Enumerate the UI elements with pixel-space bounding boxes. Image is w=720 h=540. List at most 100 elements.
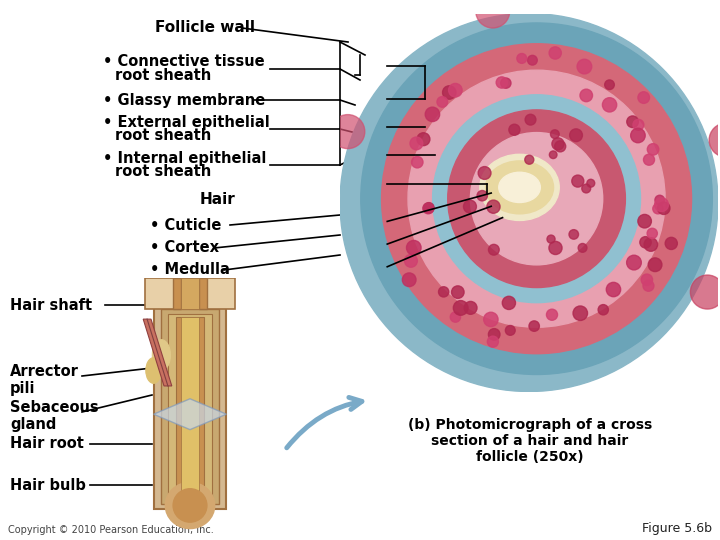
Circle shape	[626, 255, 642, 270]
Circle shape	[665, 237, 678, 249]
Text: Copyright © 2010 Pearson Education, Inc.: Copyright © 2010 Pearson Education, Inc.	[8, 525, 214, 535]
Circle shape	[443, 86, 456, 99]
Text: • Connective tissue: • Connective tissue	[103, 55, 265, 70]
Circle shape	[500, 78, 511, 88]
Circle shape	[503, 296, 516, 309]
Circle shape	[330, 114, 365, 148]
Circle shape	[572, 175, 584, 187]
Circle shape	[648, 258, 662, 272]
Circle shape	[644, 238, 657, 251]
Circle shape	[580, 89, 593, 102]
Circle shape	[433, 95, 641, 302]
Ellipse shape	[166, 482, 215, 529]
Circle shape	[417, 133, 430, 146]
Circle shape	[552, 138, 564, 150]
Text: • Cortex: • Cortex	[150, 240, 219, 255]
Text: Sebaceous: Sebaceous	[10, 401, 99, 415]
Text: Follicle wall: Follicle wall	[155, 21, 255, 36]
Circle shape	[505, 326, 516, 335]
FancyBboxPatch shape	[176, 316, 204, 496]
FancyBboxPatch shape	[161, 309, 219, 504]
Circle shape	[606, 282, 621, 296]
FancyBboxPatch shape	[199, 278, 207, 309]
Circle shape	[509, 124, 520, 136]
Circle shape	[382, 44, 691, 354]
FancyBboxPatch shape	[173, 278, 181, 309]
Circle shape	[631, 128, 645, 143]
Ellipse shape	[480, 154, 559, 220]
Circle shape	[598, 305, 608, 315]
Circle shape	[476, 0, 510, 28]
FancyBboxPatch shape	[145, 278, 235, 309]
Text: • Medulla: • Medulla	[150, 262, 230, 278]
Circle shape	[488, 245, 499, 255]
Circle shape	[451, 286, 464, 299]
Text: Hair shaft: Hair shaft	[10, 298, 92, 313]
Text: Hair root: Hair root	[10, 436, 84, 451]
Text: Hair bulb: Hair bulb	[10, 477, 86, 492]
Circle shape	[577, 59, 592, 74]
Circle shape	[657, 202, 670, 214]
Circle shape	[361, 23, 712, 375]
Circle shape	[551, 130, 559, 139]
Circle shape	[647, 228, 657, 239]
Polygon shape	[153, 399, 226, 430]
Circle shape	[570, 129, 582, 141]
Circle shape	[423, 202, 434, 213]
Circle shape	[496, 77, 508, 88]
Circle shape	[449, 83, 462, 97]
Circle shape	[412, 157, 423, 168]
Circle shape	[402, 273, 416, 287]
Circle shape	[640, 237, 651, 248]
Text: root sheath: root sheath	[115, 69, 211, 84]
Circle shape	[578, 244, 587, 252]
Circle shape	[709, 123, 720, 157]
Ellipse shape	[145, 357, 161, 383]
Text: Hair: Hair	[200, 192, 235, 207]
Circle shape	[605, 80, 614, 90]
Circle shape	[528, 55, 537, 65]
FancyBboxPatch shape	[153, 303, 226, 509]
Text: Figure 5.6b: Figure 5.6b	[642, 522, 712, 535]
Circle shape	[437, 97, 448, 107]
Circle shape	[426, 107, 440, 122]
Text: root sheath: root sheath	[115, 129, 211, 144]
Circle shape	[488, 329, 500, 340]
Ellipse shape	[173, 489, 207, 522]
Circle shape	[573, 306, 588, 320]
Circle shape	[587, 179, 595, 187]
Circle shape	[484, 312, 498, 327]
Polygon shape	[143, 319, 172, 386]
Circle shape	[569, 230, 579, 239]
Text: root sheath: root sheath	[115, 165, 211, 179]
Text: (b) Photomicrograph of a cross
section of a hair and hair
follicle (250x): (b) Photomicrograph of a cross section o…	[408, 418, 652, 464]
Circle shape	[633, 119, 644, 130]
Text: • Glassy membrane: • Glassy membrane	[103, 92, 265, 107]
Circle shape	[407, 240, 421, 255]
Circle shape	[549, 47, 562, 59]
Circle shape	[450, 312, 461, 322]
Circle shape	[464, 301, 477, 314]
FancyBboxPatch shape	[181, 316, 199, 496]
Circle shape	[638, 92, 649, 103]
Circle shape	[438, 287, 449, 297]
Circle shape	[478, 166, 491, 179]
Circle shape	[525, 155, 534, 164]
Circle shape	[410, 137, 423, 150]
Circle shape	[546, 309, 557, 320]
Circle shape	[654, 198, 668, 212]
Circle shape	[643, 280, 654, 291]
Text: • Cuticle: • Cuticle	[150, 218, 221, 233]
Ellipse shape	[499, 172, 540, 202]
Text: Arrector: Arrector	[10, 364, 79, 380]
Ellipse shape	[153, 340, 171, 370]
FancyBboxPatch shape	[168, 314, 212, 499]
Circle shape	[655, 195, 665, 205]
FancyBboxPatch shape	[181, 278, 199, 309]
Circle shape	[642, 274, 652, 286]
Circle shape	[423, 203, 433, 214]
Circle shape	[477, 191, 487, 201]
Circle shape	[487, 336, 498, 347]
Circle shape	[454, 301, 468, 315]
Circle shape	[464, 200, 477, 213]
